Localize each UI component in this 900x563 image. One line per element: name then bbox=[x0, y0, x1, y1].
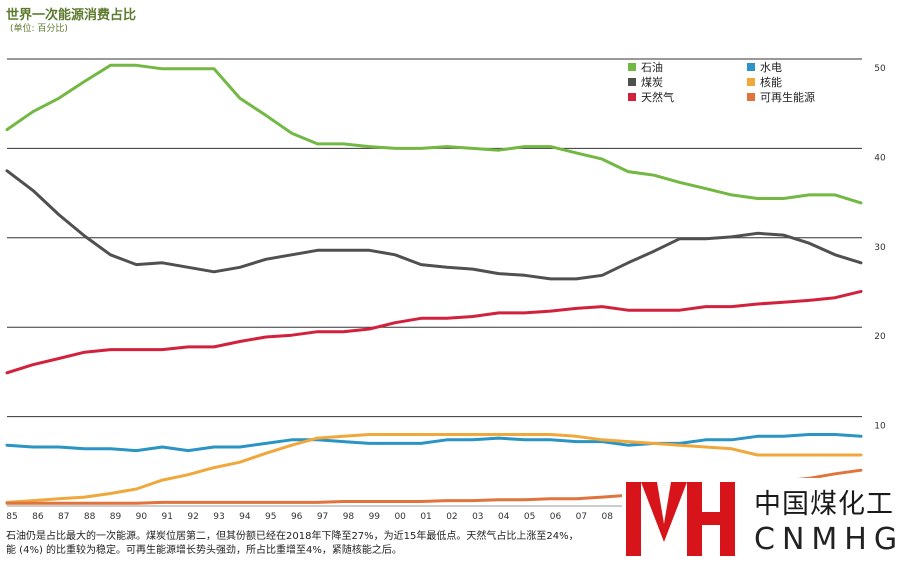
x-tick-label-88: 88 bbox=[84, 512, 96, 522]
legend-label-3: 水电 bbox=[760, 61, 782, 74]
x-tick-label-92: 92 bbox=[187, 512, 198, 522]
x-tick-label-03: 03 bbox=[472, 512, 483, 522]
legend-swatch-1 bbox=[628, 78, 636, 86]
x-tick-label-93: 93 bbox=[213, 512, 224, 522]
x-tick-label-02: 02 bbox=[446, 512, 457, 522]
legend-swatch-5 bbox=[747, 93, 755, 101]
legend-swatch-3 bbox=[747, 63, 755, 71]
watermark-en-text: CNMHG bbox=[754, 522, 900, 557]
series-line-2 bbox=[5, 289, 863, 375]
x-tick-label-86: 86 bbox=[32, 512, 44, 522]
x-tick-label-08: 08 bbox=[601, 512, 613, 522]
series-line-0 bbox=[5, 63, 863, 205]
x-tick-label-85: 85 bbox=[6, 512, 17, 522]
legend-swatch-4 bbox=[747, 78, 755, 86]
caption-line-2: 能 (4%) 的比重较为稳定。可再生能源增长势头强劲，所占比重增至4%，紧随核能… bbox=[6, 545, 402, 556]
caption: 石油仍是占比最大的一次能源。煤炭位居第二，但其份额已经在2018年下降至27%，… bbox=[6, 530, 631, 558]
x-tick-label-00: 00 bbox=[394, 512, 406, 522]
watermark: 中国煤化工 CNMHG bbox=[622, 478, 900, 563]
series-line-4 bbox=[5, 433, 863, 504]
caption-line-1: 石油仍是占比最大的一次能源。煤炭位居第二，但其份额已经在2018年下降至27%，… bbox=[6, 531, 579, 542]
x-tick-label-89: 89 bbox=[110, 512, 122, 522]
series-line-3 bbox=[5, 433, 863, 453]
x-tick-label-97: 97 bbox=[317, 512, 328, 522]
chart-subtitle: (单位: 百分比) bbox=[10, 24, 68, 34]
x-tick-label-06: 06 bbox=[550, 512, 562, 522]
x-tick-label-94: 94 bbox=[239, 512, 251, 522]
x-tick-label-04: 04 bbox=[498, 512, 510, 522]
x-tick-label-05: 05 bbox=[524, 512, 535, 522]
watermark-logo-icon bbox=[626, 482, 735, 556]
legend-label-2: 天然气 bbox=[641, 90, 674, 104]
x-tick-label-07: 07 bbox=[576, 512, 587, 522]
x-tick-label-01: 01 bbox=[420, 512, 431, 522]
legend-swatch-2 bbox=[628, 93, 636, 101]
x-tick-label-98: 98 bbox=[343, 512, 355, 522]
y-tick-label-20: 20 bbox=[874, 332, 886, 342]
line-chart: 10 20 30 40 50 85 86 87 88 89 90 91 92 93 94 95 96 97 98 9… bbox=[5, 58, 886, 522]
y-axis-ticks: 10 20 30 40 50 bbox=[874, 64, 886, 432]
y-tick-label-10: 10 bbox=[874, 422, 886, 432]
x-tick-label-95: 95 bbox=[265, 512, 276, 522]
x-tick-label-87: 87 bbox=[58, 512, 69, 522]
x-tick-label-90: 90 bbox=[136, 512, 148, 522]
y-tick-label-30: 30 bbox=[874, 243, 886, 253]
chart-title: 世界一次能源消费占比 bbox=[6, 8, 137, 23]
series-line-1 bbox=[5, 169, 863, 281]
legend-label-0: 石油 bbox=[641, 60, 663, 74]
y-tick-label-40: 40 bbox=[874, 153, 886, 163]
legend-label-5: 可再生能源 bbox=[760, 90, 815, 104]
legend-label-4: 核能 bbox=[760, 75, 782, 89]
y-tick-label-50: 50 bbox=[874, 64, 886, 74]
watermark-cn-text: 中国煤化工 bbox=[754, 489, 894, 520]
series-lines bbox=[5, 63, 863, 505]
legend-label-1: 煤炭 bbox=[641, 76, 663, 89]
x-tick-label-91: 91 bbox=[162, 512, 173, 522]
x-tick-label-96: 96 bbox=[291, 512, 303, 522]
legend-swatch-0 bbox=[628, 63, 636, 71]
x-tick-label-99: 99 bbox=[369, 512, 381, 522]
